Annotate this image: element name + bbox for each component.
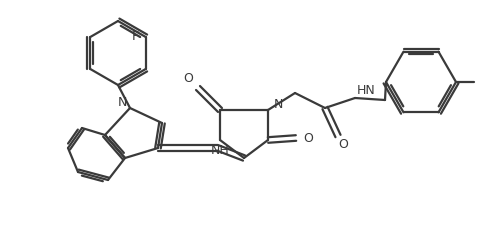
Text: N: N	[117, 96, 127, 110]
Text: O: O	[183, 71, 193, 85]
Text: NH: NH	[211, 144, 229, 156]
Text: F: F	[132, 31, 139, 43]
Text: N: N	[273, 98, 283, 112]
Text: O: O	[303, 131, 313, 145]
Text: HN: HN	[357, 84, 376, 96]
Text: O: O	[338, 137, 348, 151]
